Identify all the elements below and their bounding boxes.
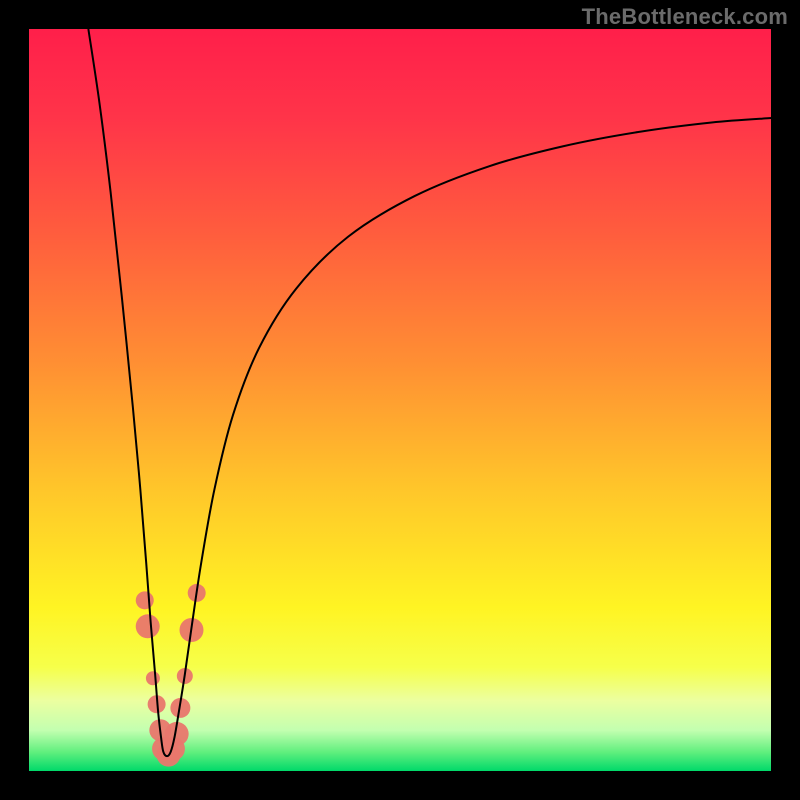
watermark-text: TheBottleneck.com (582, 4, 788, 30)
data-marker (136, 591, 154, 609)
bottleneck-chart: TheBottleneck.com (0, 0, 800, 800)
data-marker (136, 614, 160, 638)
data-marker (146, 671, 160, 685)
chart-svg (0, 0, 800, 800)
chart-background-gradient (29, 29, 771, 771)
